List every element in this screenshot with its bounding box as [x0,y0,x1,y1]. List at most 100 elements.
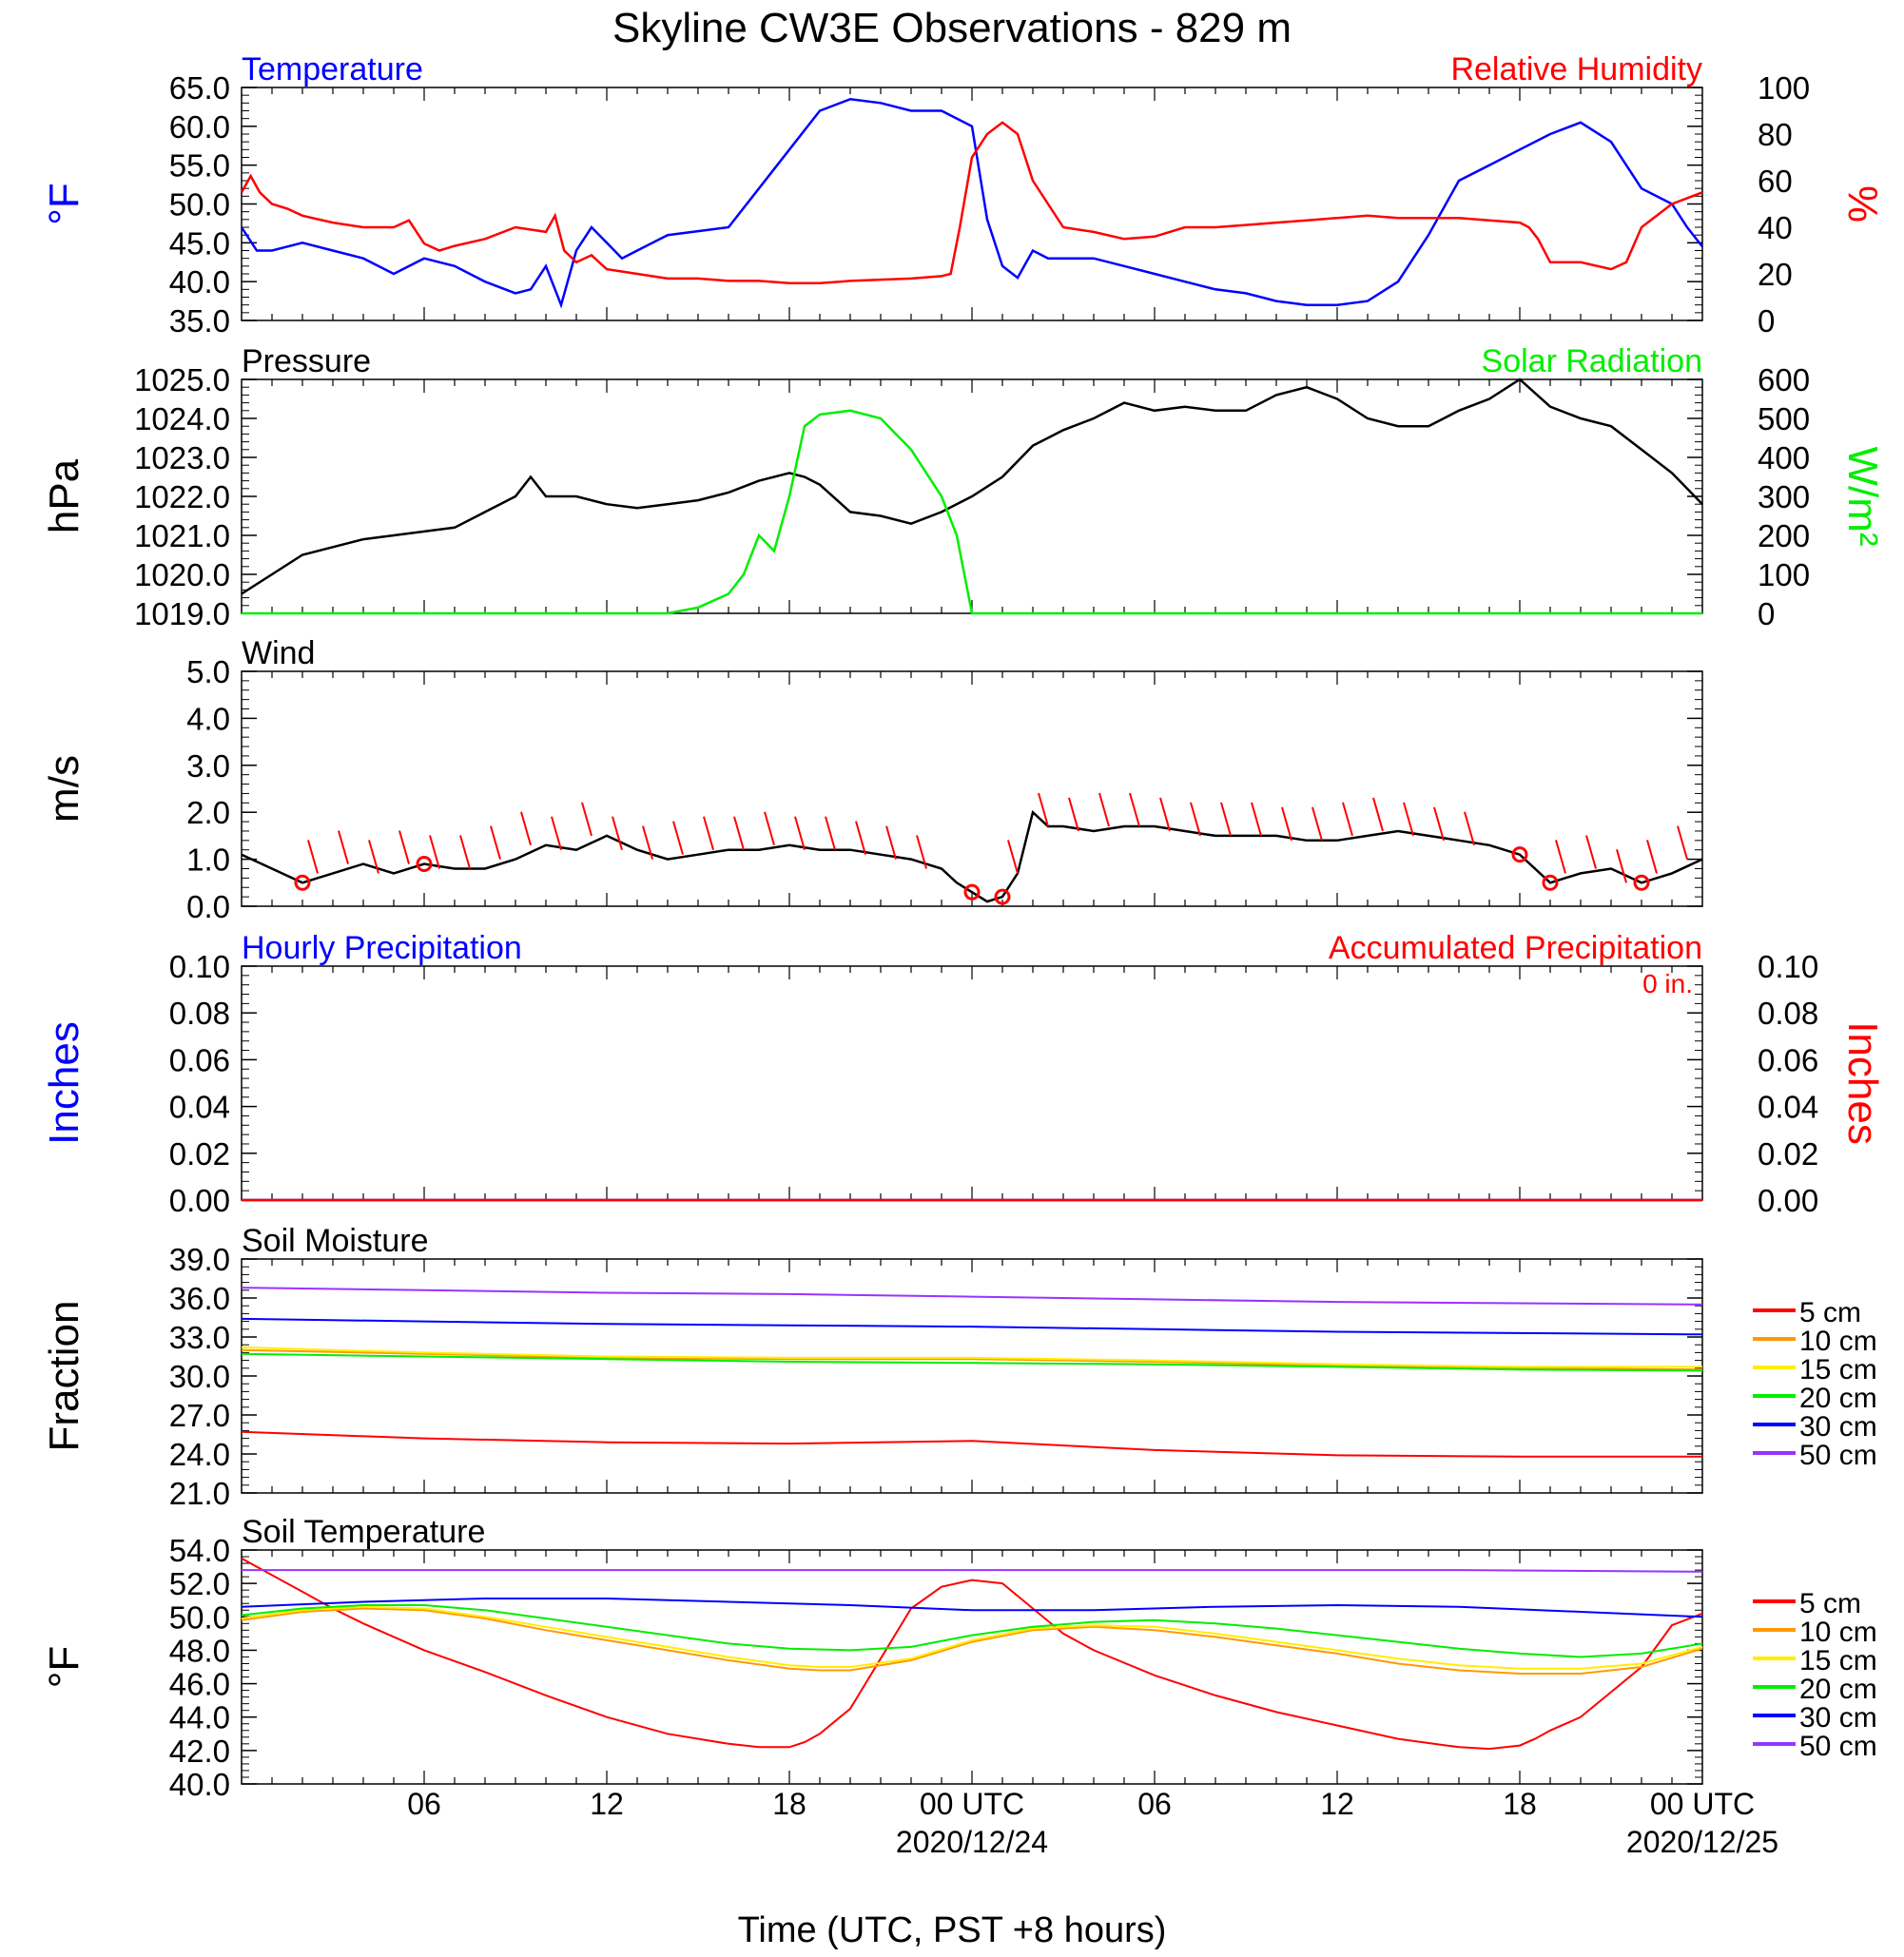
x-tick-label: 00 UTC [1650,1787,1755,1821]
y-tick-label-left: 45.0 [169,225,230,261]
y-tick-label-left: 27.0 [169,1398,230,1433]
wind-barb [1311,806,1323,842]
panel-title-right: Accumulated Precipitation [1329,930,1702,966]
wind-barb [733,816,745,850]
wind-barb [1251,802,1262,837]
y-tick-label-left: 40.0 [169,1767,230,1802]
panel-title-left: Soil Temperature [242,1514,485,1550]
panel-title-left: Temperature [242,51,423,87]
y-axis-label-left: °F [41,1646,87,1688]
y-axis-label-right: Inches [1839,1021,1886,1145]
legend-entry: 10 cm [1799,1617,1877,1648]
y-tick-label-left: 1022.0 [134,479,230,514]
panel-annotation: 0 in. [1642,969,1693,998]
y-tick-label-left: 33.0 [169,1320,230,1355]
series-line-soil_moisture-0 [241,1430,1702,1458]
wind-calm-marker [994,888,1011,905]
wind-barb [551,816,562,850]
y-tick-label-right: 80 [1758,117,1793,152]
panel-title-right: Relative Humidity [1450,51,1702,87]
wind-calm-marker [1633,874,1650,891]
y-tick-label-left: 1024.0 [134,401,230,436]
y-tick-label-left: 1.0 [186,843,230,878]
y-tick-label-left: 1025.0 [134,362,230,397]
wind-calm-marker [416,856,433,873]
y-tick-label-left: 0.08 [169,996,230,1031]
wind-barb [1585,835,1597,869]
wind-barb [1068,797,1079,832]
wind-barb [1464,811,1475,846]
legend-entry: 30 cm [1799,1411,1877,1443]
y-tick-label-right: 500 [1758,401,1810,436]
x-tick-date: 2020/12/25 [1626,1825,1778,1859]
y-tick-label-left: 30.0 [169,1359,230,1394]
y-tick-label-left: 3.0 [186,748,230,784]
wind-barb [1098,792,1110,827]
y-tick-label-left: 44.0 [169,1700,230,1735]
wind-barb [338,830,349,864]
legend-entry: 20 cm [1799,1383,1877,1414]
y-tick-label-left: 0.02 [169,1136,230,1172]
wind-barb [1159,797,1171,832]
y-tick-label-left: 1020.0 [134,557,230,592]
y-tick-label-right: 0.08 [1758,996,1818,1031]
x-tick-label: 12 [590,1787,624,1821]
wind-barb [612,816,623,850]
wind-calm-marker [1511,846,1528,863]
y-tick-label-left: 4.0 [186,701,230,736]
legend-entry: 50 cm [1799,1731,1877,1762]
wind-barb [429,835,440,869]
y-tick-label-left: 40.0 [169,264,230,300]
wind-barb [1190,802,1201,837]
y-tick-label-right: 200 [1758,518,1810,553]
y-tick-label-left: 0.00 [169,1183,230,1218]
y-tick-label-right: 20 [1758,257,1793,292]
series-line-press_solar-0 [241,378,1703,595]
x-tick-label: 00 UTC [920,1787,1024,1821]
panel-title-left: Hourly Precipitation [242,930,522,966]
y-tick-label-left: 52.0 [169,1566,230,1601]
y-tick-label-left: 0.04 [169,1090,230,1125]
y-tick-label-left: 39.0 [169,1242,230,1277]
y-tick-label-left: 0.10 [169,949,230,984]
wind-calm-marker [1542,874,1559,891]
y-tick-label-right: 0 [1758,303,1775,339]
wind-barb [490,825,501,860]
panel-title-left: Pressure [242,343,371,379]
series-line-soil_moisture-4 [241,1317,1703,1336]
series-line-temp_rh-1 [240,121,1703,285]
y-tick-label-right: 0 [1758,596,1775,631]
y-tick-label-right: 0.06 [1758,1042,1818,1077]
y-axis-label-right: % [1839,185,1886,223]
legend-entry: 15 cm [1799,1645,1877,1676]
y-tick-label-left: 21.0 [169,1476,230,1511]
series-line-soil_temp-3 [241,1604,1703,1658]
panel-wind: 0.0 1.0 2.0 3.0 4.0 5.0 Wind m/s [41,635,1703,924]
y-tick-label-left: 24.0 [169,1437,230,1472]
x-tick-date: 2020/12/24 [896,1825,1048,1859]
y-tick-label-left: 46.0 [169,1667,230,1702]
series-line-temp_rh-0 [240,98,1703,309]
y-tick-label-left: 54.0 [169,1533,230,1568]
panel-title-left: Wind [242,635,315,671]
y-tick-label-right: 100 [1758,557,1810,592]
series-line-soil_temp-0 [241,1557,1703,1751]
y-axis-label-left: Inches [41,1021,87,1145]
wind-barb [916,835,927,869]
y-axis-label-left: m/s [41,755,87,823]
series-line-soil_moisture-3 [241,1352,1703,1372]
wind-barb [642,825,653,860]
wind-barb [398,830,410,864]
y-tick-label-left: 1021.0 [134,518,230,553]
series-line-soil_moisture-1 [241,1348,1703,1371]
y-tick-label-right: 60 [1758,164,1793,199]
y-tick-label-right: 0.02 [1758,1136,1818,1172]
y-tick-label-left: 0.0 [186,889,230,924]
wind-barb [825,816,836,850]
legend-entry: 20 cm [1799,1674,1877,1705]
series-line-wind-0 [241,809,1703,903]
wind-calm-marker [294,874,311,891]
x-axis-label: Time (UTC, PST +8 hours) [738,1910,1167,1950]
wind-barb [1342,802,1353,837]
